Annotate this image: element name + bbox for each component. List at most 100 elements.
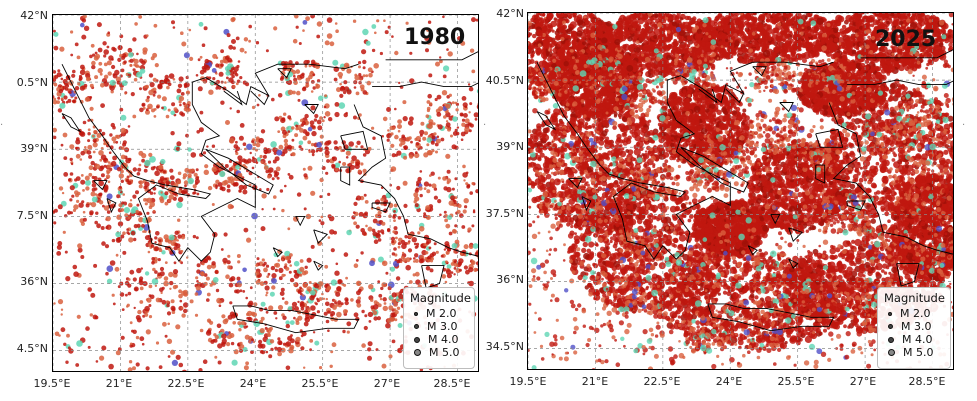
- event-marker: [386, 133, 392, 139]
- event-marker: [344, 300, 349, 306]
- event-marker: [282, 342, 287, 346]
- event-marker: [313, 118, 318, 122]
- event-marker: [388, 354, 393, 359]
- event-marker: [295, 69, 301, 74]
- event-marker: [179, 299, 183, 303]
- event-marker: [135, 190, 139, 195]
- event-marker: [444, 218, 448, 223]
- event-marker: [609, 253, 617, 260]
- event-marker: [62, 132, 68, 138]
- event-marker: [265, 310, 269, 314]
- event-marker: [434, 142, 439, 147]
- event-marker: [360, 228, 366, 233]
- event-marker: [228, 159, 233, 163]
- event-marker: [308, 150, 311, 154]
- event-marker: [92, 314, 98, 320]
- event-marker: [207, 185, 213, 191]
- event-marker: [391, 252, 396, 256]
- event-marker: [437, 199, 442, 204]
- event-marker: [99, 192, 103, 196]
- event-marker: [397, 216, 402, 220]
- event-marker: [109, 260, 116, 266]
- event-marker: [83, 25, 90, 31]
- event-marker: [180, 306, 184, 310]
- event-marker: [475, 18, 478, 22]
- event-marker: [120, 335, 125, 340]
- event-marker: [279, 291, 285, 296]
- event-marker: [220, 186, 224, 190]
- event-marker: [181, 112, 185, 117]
- event-marker: [295, 25, 299, 29]
- event-marker: [154, 246, 160, 252]
- event-marker: [304, 309, 308, 314]
- event-marker: [310, 90, 314, 93]
- event-marker: [602, 293, 607, 298]
- event-marker: [178, 95, 185, 102]
- event-marker: [355, 259, 359, 262]
- event-marker: [365, 224, 368, 228]
- event-marker: [320, 221, 325, 226]
- event-marker: [90, 191, 96, 197]
- event-marker: [330, 311, 336, 316]
- event-marker: [92, 150, 96, 154]
- event-marker: [133, 286, 139, 292]
- event-marker: [304, 64, 308, 68]
- event-marker: [397, 245, 401, 249]
- event-marker: [222, 318, 228, 325]
- event-marker: [225, 274, 230, 280]
- event-marker: [94, 220, 98, 225]
- event-marker: [274, 346, 278, 350]
- map-area-2025: 2025 Magnitude M 2.0 M 3.0 M 4.0 M 5.0: [527, 12, 954, 370]
- event-marker: [307, 126, 313, 132]
- event-marker: [613, 260, 620, 268]
- event-marker: [174, 242, 178, 247]
- event-marker: [213, 338, 218, 343]
- event-marker: [196, 130, 200, 134]
- event-marker: [242, 142, 247, 146]
- event-marker: [393, 226, 398, 231]
- event-marker: [193, 172, 198, 177]
- event-marker: [75, 139, 81, 145]
- event-marker: [418, 258, 424, 264]
- event-marker: [138, 278, 143, 283]
- event-marker: [348, 162, 353, 167]
- event-marker: [235, 82, 239, 86]
- event-marker: [409, 78, 415, 84]
- event-marker: [381, 282, 387, 288]
- event-marker: [89, 106, 94, 111]
- event-marker: [455, 108, 459, 112]
- event-marker: [586, 248, 592, 254]
- event-marker: [283, 138, 289, 144]
- event-marker: [53, 29, 56, 33]
- event-marker: [159, 196, 164, 201]
- event-marker: [398, 293, 404, 300]
- event-marker: [437, 176, 441, 180]
- event-marker: [181, 290, 187, 296]
- event-marker: [427, 123, 433, 129]
- coastline: [250, 90, 270, 106]
- event-marker: [342, 309, 348, 314]
- event-marker: [239, 344, 245, 349]
- event-marker: [185, 108, 190, 113]
- event-marker: [133, 237, 137, 242]
- event-marker: [446, 178, 452, 183]
- event-marker: [128, 237, 134, 243]
- event-marker: [335, 291, 341, 297]
- event-marker: [166, 303, 170, 308]
- event-marker: [142, 230, 145, 233]
- event-marker: [371, 48, 376, 53]
- event-marker: [178, 293, 183, 299]
- event-marker: [76, 340, 83, 347]
- event-marker: [453, 262, 459, 267]
- event-marker: [56, 244, 62, 250]
- event-marker: [98, 61, 103, 66]
- event-marker: [371, 126, 375, 130]
- event-marker: [413, 242, 417, 246]
- event-marker: [458, 268, 462, 272]
- event-marker: [277, 304, 284, 311]
- event-marker: [242, 267, 247, 273]
- event-marker: [182, 173, 188, 178]
- event-marker: [393, 302, 398, 307]
- event-marker: [211, 203, 215, 206]
- event-marker: [219, 170, 226, 178]
